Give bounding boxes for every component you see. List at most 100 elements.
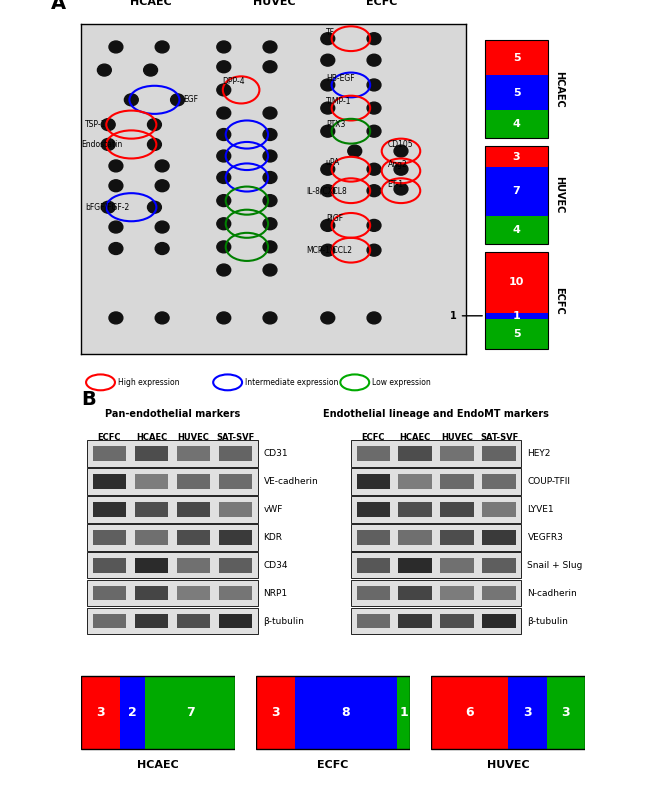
Text: 3: 3 [513, 152, 521, 161]
Text: ET-1: ET-1 [387, 179, 404, 189]
Bar [87, 552, 257, 579]
Text: TF: TF [326, 28, 335, 37]
Text: HUVEC: HUVEC [487, 761, 530, 770]
Bar [485, 216, 548, 244]
Circle shape [394, 145, 408, 157]
Circle shape [321, 79, 335, 91]
Bar [351, 468, 521, 495]
Bar [356, 502, 390, 517]
Bar [93, 474, 126, 488]
Text: ECFC: ECFC [554, 287, 565, 314]
Text: HEY2: HEY2 [527, 449, 551, 458]
Circle shape [124, 94, 138, 106]
Bar [485, 167, 548, 216]
Text: CD31: CD31 [263, 449, 288, 458]
Bar [135, 502, 168, 517]
Circle shape [98, 64, 111, 76]
Text: 8: 8 [342, 707, 350, 719]
Bar [398, 474, 432, 488]
Bar [135, 586, 168, 600]
Text: 1: 1 [513, 310, 521, 321]
Text: Low expression: Low expression [372, 378, 431, 387]
Circle shape [263, 172, 277, 183]
Text: Endostatin: Endostatin [81, 140, 122, 149]
Text: 7: 7 [186, 707, 194, 719]
Bar [482, 614, 516, 628]
Circle shape [217, 84, 231, 96]
Text: CD105: CD105 [387, 140, 413, 149]
Bar [441, 558, 474, 572]
Text: VE-cadherin: VE-cadherin [263, 477, 318, 486]
Text: Endothelial lineage and EndoMT markers: Endothelial lineage and EndoMT markers [323, 409, 549, 419]
Bar [441, 530, 474, 545]
Bar [482, 474, 516, 488]
Circle shape [367, 54, 381, 66]
Bar [218, 474, 252, 488]
Bar [441, 586, 474, 600]
Circle shape [155, 312, 169, 324]
Bar [351, 580, 521, 607]
Text: Ang2: Ang2 [387, 160, 408, 169]
Bar [397, 676, 410, 750]
Text: 1: 1 [399, 707, 408, 719]
Bar [218, 614, 252, 628]
Text: SAT-SVF: SAT-SVF [216, 433, 255, 441]
Bar [87, 580, 257, 607]
Circle shape [101, 138, 115, 150]
Text: 1: 1 [450, 310, 482, 321]
Circle shape [109, 243, 123, 255]
Text: 7: 7 [513, 187, 521, 196]
Bar [145, 676, 235, 750]
Text: CD34: CD34 [263, 561, 288, 570]
Circle shape [367, 164, 381, 175]
Circle shape [155, 41, 169, 53]
Circle shape [109, 160, 123, 172]
Text: 10: 10 [509, 277, 525, 287]
Bar [508, 676, 547, 750]
Bar [218, 446, 252, 461]
Bar [485, 40, 548, 75]
Circle shape [155, 160, 169, 172]
Circle shape [217, 264, 231, 276]
Bar [177, 614, 210, 628]
Circle shape [217, 150, 231, 162]
Text: High expression: High expression [118, 378, 179, 387]
Bar [485, 40, 548, 138]
Bar [441, 446, 474, 461]
Text: HUVEC: HUVEC [441, 433, 473, 441]
Bar [485, 75, 548, 110]
Text: HB-EGF: HB-EGF [326, 74, 354, 83]
Bar [218, 558, 252, 572]
Text: IL-8/CXCL8: IL-8/CXCL8 [307, 187, 347, 195]
Bar [177, 446, 210, 461]
Circle shape [148, 118, 161, 130]
Bar [398, 558, 432, 572]
Circle shape [394, 183, 408, 195]
Text: EGF: EGF [183, 95, 198, 104]
Circle shape [321, 125, 335, 137]
Circle shape [148, 138, 161, 150]
Bar [398, 502, 432, 517]
Text: ECFC: ECFC [317, 761, 349, 770]
Text: 5: 5 [513, 52, 521, 63]
Text: COUP-TFII: COUP-TFII [527, 477, 571, 486]
Text: B: B [81, 390, 96, 409]
Bar [432, 676, 585, 750]
Circle shape [217, 61, 231, 73]
Bar [485, 252, 548, 349]
Bar [177, 558, 210, 572]
Bar [177, 530, 210, 545]
Bar [135, 530, 168, 545]
Bar [485, 146, 548, 167]
Circle shape [148, 201, 161, 213]
Bar [87, 608, 257, 634]
Circle shape [263, 107, 277, 119]
Text: PTX3: PTX3 [326, 120, 345, 129]
Bar [294, 676, 397, 750]
Circle shape [217, 129, 231, 141]
Circle shape [263, 264, 277, 276]
Text: NRP1: NRP1 [263, 588, 288, 598]
Bar [482, 530, 516, 545]
Circle shape [217, 107, 231, 119]
Text: SAT-SVF: SAT-SVF [480, 433, 518, 441]
